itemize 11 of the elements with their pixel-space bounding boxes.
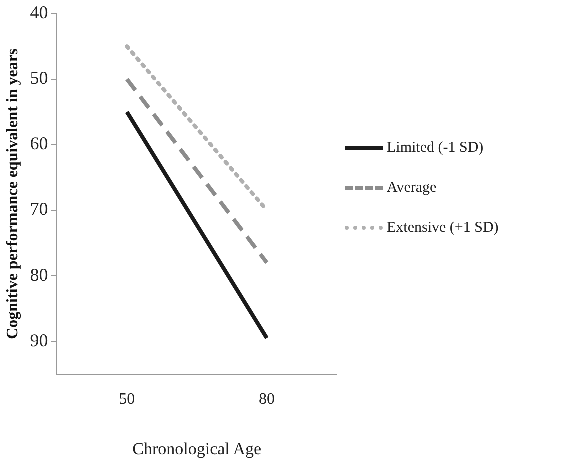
y-tick-label: 80 bbox=[30, 264, 48, 285]
y-tick-label: 70 bbox=[30, 199, 48, 220]
y-tick-label: 50 bbox=[30, 68, 48, 88]
x-axis-title: Chronological Age bbox=[132, 439, 262, 458]
y-tick-label: 60 bbox=[30, 134, 48, 154]
legend-label: Limited (-1 SD) bbox=[387, 140, 484, 156]
y-tick-label: 40 bbox=[30, 2, 48, 23]
legend-label: Average bbox=[387, 180, 437, 196]
y-axis-title: Cognitive performance equivalent in years bbox=[4, 48, 22, 340]
y-tick-label: 90 bbox=[30, 330, 48, 350]
legend-label: Extensive (+1 SD) bbox=[387, 220, 499, 236]
